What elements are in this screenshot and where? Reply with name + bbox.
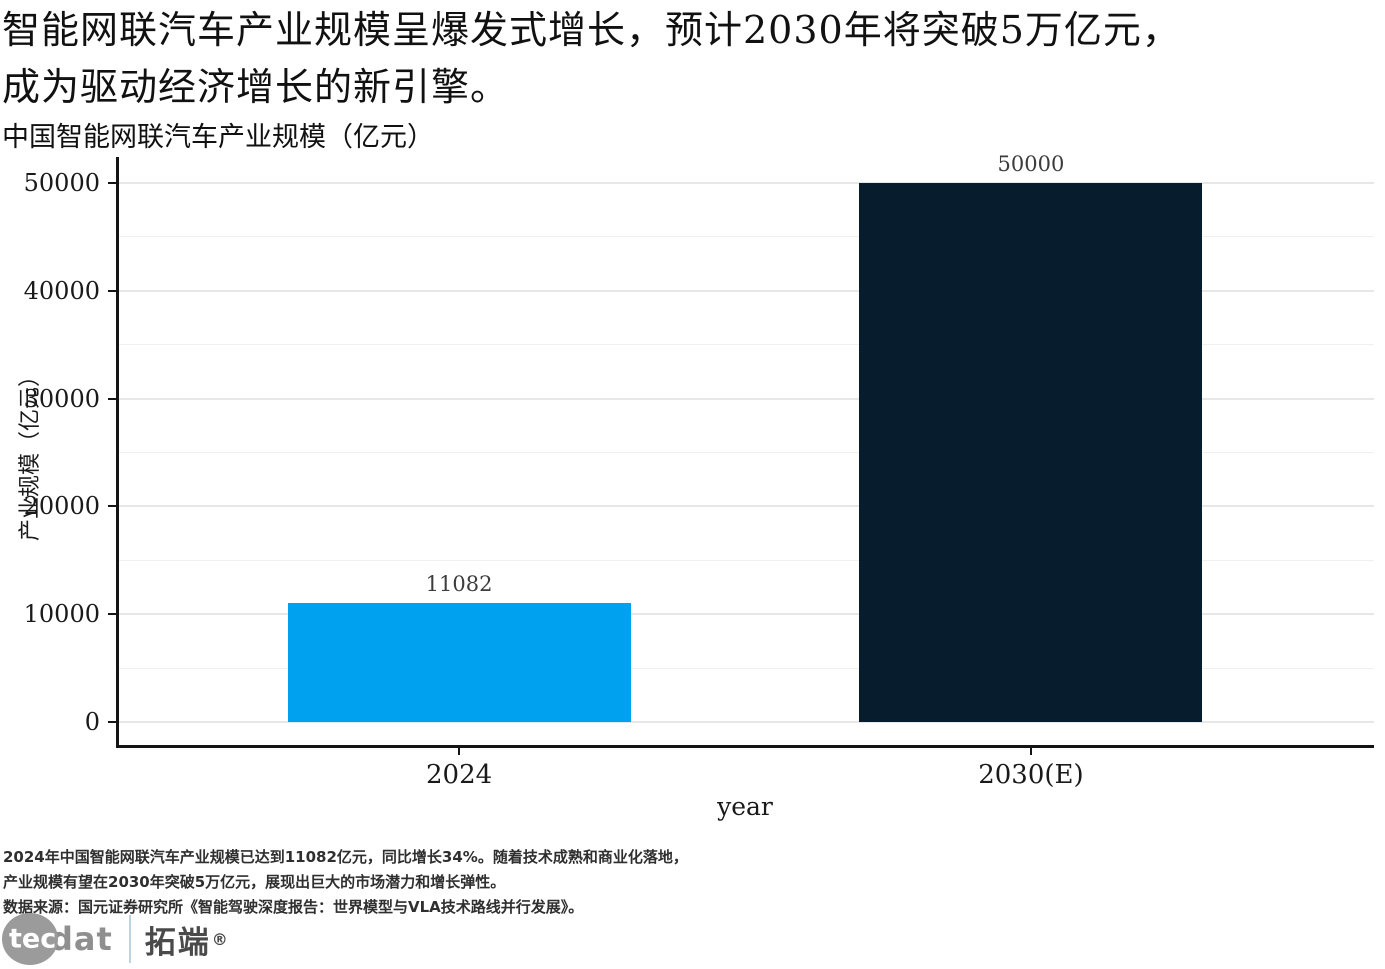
- major-gridline: [119, 289, 1374, 292]
- x-tick-label: 2024: [425, 760, 493, 790]
- tecdat-logo-bubble-icon: tec: [2, 913, 58, 965]
- chart-title-line-2: 成为驱动经济增长的新引擎。: [2, 65, 510, 109]
- y-axis-line: [116, 157, 119, 748]
- x-tick-mark: [1029, 748, 1032, 755]
- major-gridline: [119, 505, 1374, 508]
- logo-text-tec: tec: [9, 923, 57, 955]
- minor-gridline: [119, 559, 1374, 561]
- bar-value-label: 50000: [997, 152, 1065, 176]
- bar-2024: [287, 602, 631, 722]
- y-tick-mark: [108, 613, 116, 616]
- major-gridline: [119, 182, 1374, 184]
- major-gridline: [119, 397, 1374, 400]
- chart-panel: 0 10000 20000 30000 40000 50000 11082 2024 50000…: [24, 152, 1374, 790]
- x-tick-label: 2030(E): [978, 760, 1084, 790]
- y-tick-mark: [108, 289, 116, 292]
- y-tick-mark: [108, 182, 116, 184]
- x-tick-mark: [458, 748, 461, 755]
- x-axis-line: [116, 745, 1374, 748]
- chart-title-line-1: 智能网联汽车产业规模呈爆发式增长，预计2030年将突破5万亿元，: [2, 8, 1181, 52]
- footer-note-line-2: 产业规模有望在2030年突破5万亿元，展现出巨大的市场潜力和增长弹性。: [3, 873, 506, 891]
- minor-gridline: [119, 236, 1374, 238]
- minor-gridline: [119, 667, 1374, 669]
- y-tick-mark: [108, 721, 116, 723]
- bar-value-label: 11082: [425, 571, 493, 596]
- x-axis-title: year: [717, 792, 773, 821]
- major-gridline: [119, 721, 1374, 723]
- y-tick-label: 50000: [23, 169, 100, 197]
- footer-notes: 2024年中国智能网联汽车产业规模已达到11082亿元，同比增长34%。随着技术…: [3, 845, 688, 920]
- minor-gridline: [119, 344, 1374, 346]
- footer-note-line-3: 数据来源：国元证券研究所《智能驾驶深度报告：世界模型与VLA技术路线并行发展》。: [3, 898, 584, 916]
- logo-text-dat: dat: [50, 920, 113, 958]
- major-gridline: [119, 613, 1374, 616]
- logo-text-cn: 拓端: [144, 924, 211, 961]
- footer-note-line-1: 2024年中国智能网联汽车产业规模已达到11082亿元，同比增长34%。随着技术…: [3, 848, 688, 866]
- y-tick-mark: [108, 397, 116, 400]
- y-tick-mark: [108, 505, 116, 508]
- y-tick-label: 10000: [23, 600, 100, 629]
- registered-mark-icon: ®: [211, 929, 228, 949]
- tecdat-logo: tec dat 拓端 ®: [2, 912, 228, 966]
- y-tick-label: 20000: [23, 492, 100, 521]
- bar-2030(E): [859, 183, 1203, 722]
- y-tick-label: 30000: [23, 384, 100, 413]
- y-tick-label: 40000: [23, 276, 100, 305]
- chart-subtitle: 中国智能网联汽车产业规模（亿元）: [2, 122, 434, 153]
- minor-gridline: [119, 452, 1374, 453]
- y-tick-label: 0: [84, 708, 100, 736]
- chart-header: 智能网联汽车产业规模呈爆发式增长，预计2030年将突破5万亿元， 成为驱动经济增…: [2, 2, 1181, 155]
- logo-separator: [128, 915, 131, 963]
